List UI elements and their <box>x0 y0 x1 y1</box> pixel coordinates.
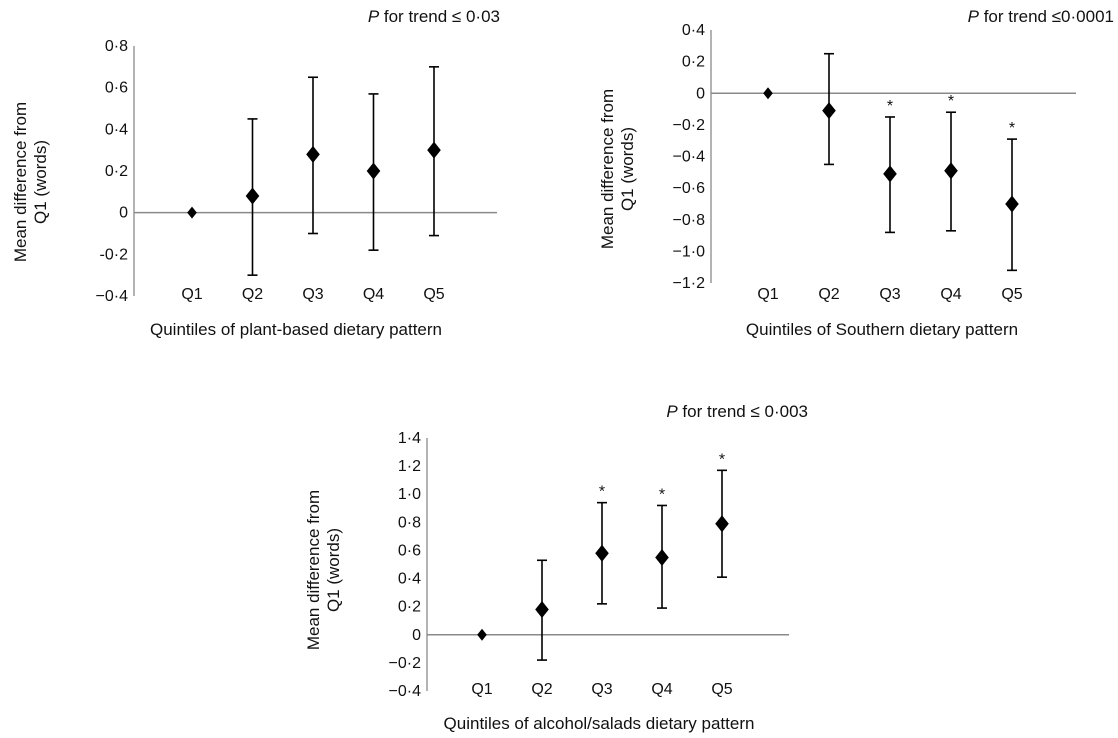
x-category-label: Q1 <box>471 681 492 698</box>
significance-star: * <box>719 451 725 468</box>
p-symbol: P <box>968 7 980 26</box>
p-symbol: P <box>666 402 678 421</box>
p-trend-text: for trend ≤ 0·003 <box>678 402 808 421</box>
p-trend-annotation: P for trend ≤ 0·03 <box>368 7 500 26</box>
significance-star: * <box>599 484 605 501</box>
y-tick-label: 0·8 <box>105 38 128 55</box>
diamond-marker <box>715 515 729 533</box>
x-category-label: Q1 <box>181 286 202 303</box>
x-category-label: Q2 <box>818 286 839 303</box>
y-tick-label: 0·6 <box>398 542 421 559</box>
diamond-marker <box>366 162 381 180</box>
y-tick-label: 1·0 <box>398 486 421 503</box>
chart-panel-southern: −1·2 −1·0 −0·8 −0·6 −0·4 −0·2 0 0·2 0·4 Q1 Q2 Q3 Q4 Q… <box>598 7 1114 339</box>
x-category-label: Q5 <box>711 681 732 698</box>
y-tick-label: 0·4 <box>105 121 128 138</box>
y-tick-label: 0·2 <box>105 163 128 180</box>
y-tick-label: 0 <box>412 627 421 644</box>
y-tick-label: 0·8 <box>398 514 421 531</box>
x-category-label: Q3 <box>302 286 323 303</box>
x-category-label: Q3 <box>591 681 612 698</box>
p-trend-text: for trend ≤0·0001 <box>979 7 1114 26</box>
y-tick-label: −0·2 <box>673 117 706 134</box>
diamond-marker <box>655 548 669 566</box>
chart-panel-alcohol-salads: −0·4 −0·2 0 0·2 0·4 0·6 0·8 1·0 1·2 1·4 Q1 Q2 Q3 Q4 Q5… <box>304 402 808 733</box>
y-tick-label: 0·6 <box>105 80 128 97</box>
significance-star: * <box>1009 120 1015 137</box>
diamond-marker <box>306 145 320 163</box>
diamond-marker <box>1005 195 1019 213</box>
x-category-label: Q5 <box>423 286 444 303</box>
y-tick-label: −0·2 <box>389 655 422 672</box>
diamond-marker <box>595 544 609 562</box>
x-category-label: Q4 <box>363 286 384 303</box>
diamond-marker <box>427 141 441 159</box>
y-tick-label: −0·4 <box>96 288 129 305</box>
diamond-marker <box>822 102 836 120</box>
diamond-marker <box>187 206 197 219</box>
x-axis-title: Quintiles of plant-based dietary pattern <box>150 320 442 339</box>
diamond-marker <box>245 187 260 205</box>
x-category-label: Q1 <box>757 286 778 303</box>
y-tick-label: 0·2 <box>398 599 421 616</box>
x-category-label: Q2 <box>242 286 263 303</box>
p-symbol: P <box>368 7 380 26</box>
y-tick-label: −0·6 <box>673 180 706 197</box>
x-category-label: Q3 <box>879 286 900 303</box>
y-axis-title-line1: Mean difference from <box>304 490 323 650</box>
y-tick-label: 1·4 <box>398 430 421 447</box>
y-tick-label: 0·4 <box>682 22 705 39</box>
y-tick-label: −0·4 <box>673 149 706 166</box>
chart-panel-plant-based: −0·4 -0·2 0 0·2 0·4 0·6 0·8 Q1 Q2 Q3 Q4 Q5 P for tre… <box>11 7 500 339</box>
y-tick-label: −1·0 <box>673 243 706 260</box>
diamond-marker <box>763 87 773 100</box>
y-tick-label: 0 <box>696 85 705 102</box>
y-axis-title-line2: Q1 (words) <box>618 127 637 211</box>
x-category-label: Q5 <box>1001 286 1022 303</box>
x-axis-title: Quintiles of Southern dietary pattern <box>746 320 1018 339</box>
y-axis-title-line2: Q1 (words) <box>31 140 50 224</box>
diamond-marker <box>477 628 487 641</box>
y-tick-label: 0 <box>119 205 128 222</box>
y-tick-label: −0·4 <box>389 683 422 700</box>
x-category-label: Q4 <box>940 286 961 303</box>
p-trend-annotation: P for trend ≤0·0001 <box>968 7 1114 26</box>
x-category-label: Q2 <box>531 681 552 698</box>
diamond-marker <box>535 600 549 618</box>
y-tick-label: −1·2 <box>673 275 706 292</box>
p-trend-text: for trend ≤ 0·03 <box>379 7 500 26</box>
significance-star: * <box>948 93 954 110</box>
significance-star: * <box>659 486 665 503</box>
y-tick-label: -0·2 <box>100 246 129 263</box>
diamond-marker <box>944 162 958 180</box>
y-axis-title-line1: Mean difference from <box>598 89 617 249</box>
y-tick-label: 0·2 <box>682 54 705 71</box>
y-tick-label: −0·8 <box>673 212 706 229</box>
significance-star: * <box>887 98 893 115</box>
p-trend-annotation: P for trend ≤ 0·003 <box>666 402 808 421</box>
y-axis-title-line1: Mean difference from <box>11 102 30 262</box>
x-axis-title: Quintiles of alcohol/salads dietary patt… <box>444 714 755 733</box>
x-category-label: Q4 <box>651 681 672 698</box>
y-tick-label: 1·2 <box>398 458 421 475</box>
diamond-marker <box>883 165 897 183</box>
y-tick-label: 0·4 <box>398 571 421 588</box>
y-axis-title-line2: Q1 (words) <box>324 528 343 612</box>
